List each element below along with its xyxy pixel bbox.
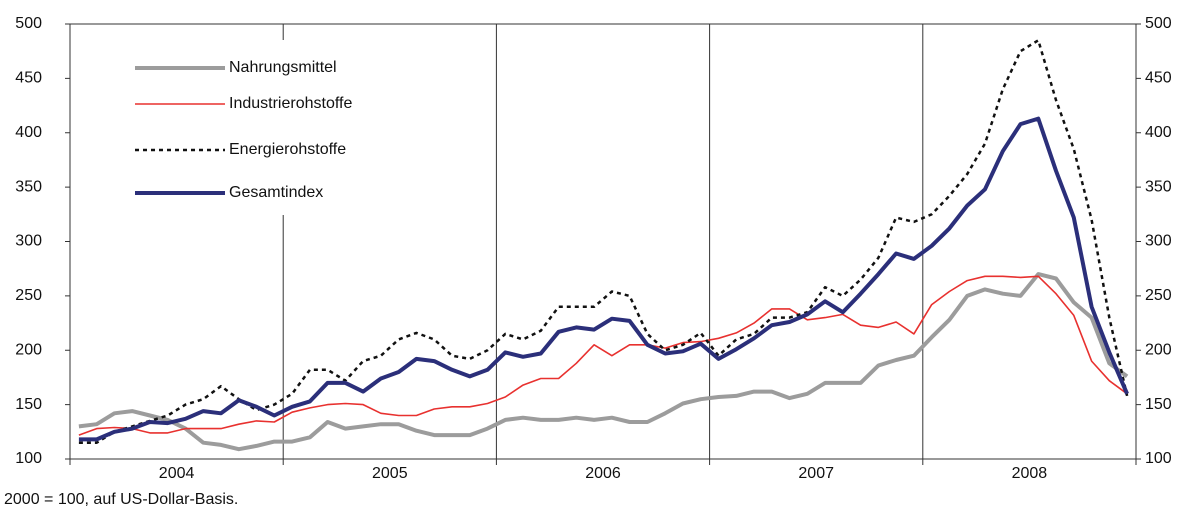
- y-tick-label-right: 250: [1145, 287, 1172, 304]
- series-line: [78, 275, 1128, 436]
- y-tick-label-right: 350: [1145, 178, 1172, 195]
- series-line: [78, 272, 1129, 452]
- y-tick-label-right: 200: [1145, 341, 1172, 358]
- y-tick-label-right: 450: [1145, 70, 1172, 87]
- y-tick-label: 400: [15, 124, 42, 141]
- legend-label: Nahrungsmittel: [229, 59, 337, 76]
- series-line: [78, 39, 1129, 444]
- y-tick-label: 150: [15, 396, 42, 413]
- y-tick-label: 350: [15, 178, 42, 195]
- series-line: [78, 116, 1129, 442]
- y-tick-label-right: 400: [1145, 124, 1172, 141]
- y-tick-label: 200: [15, 341, 42, 358]
- y-tick-label-right: 150: [1145, 396, 1172, 413]
- legend-label: Energierohstoffe: [229, 141, 346, 158]
- y-tick-label: 250: [15, 287, 42, 304]
- x-tick-label: 2007: [798, 465, 834, 482]
- y-tick-label: 450: [15, 70, 42, 87]
- x-tick-label: 2004: [159, 465, 195, 482]
- legend-label: Gesamtindex: [229, 184, 323, 201]
- y-tick-label: 500: [15, 15, 42, 32]
- y-tick-label: 100: [15, 450, 42, 467]
- y-tick-label-right: 500: [1145, 15, 1172, 32]
- x-tick-label: 2005: [372, 465, 408, 482]
- y-tick-label-right: 100: [1145, 450, 1172, 467]
- legend-label: Industrierohstoffe: [229, 95, 352, 112]
- x-tick-label: 2008: [1012, 465, 1048, 482]
- y-tick-label-right: 300: [1145, 233, 1172, 250]
- x-tick-label: 2006: [585, 465, 621, 482]
- footnote: 2000 = 100, auf US-Dollar-Basis.: [4, 491, 238, 508]
- y-tick-label: 300: [15, 233, 42, 250]
